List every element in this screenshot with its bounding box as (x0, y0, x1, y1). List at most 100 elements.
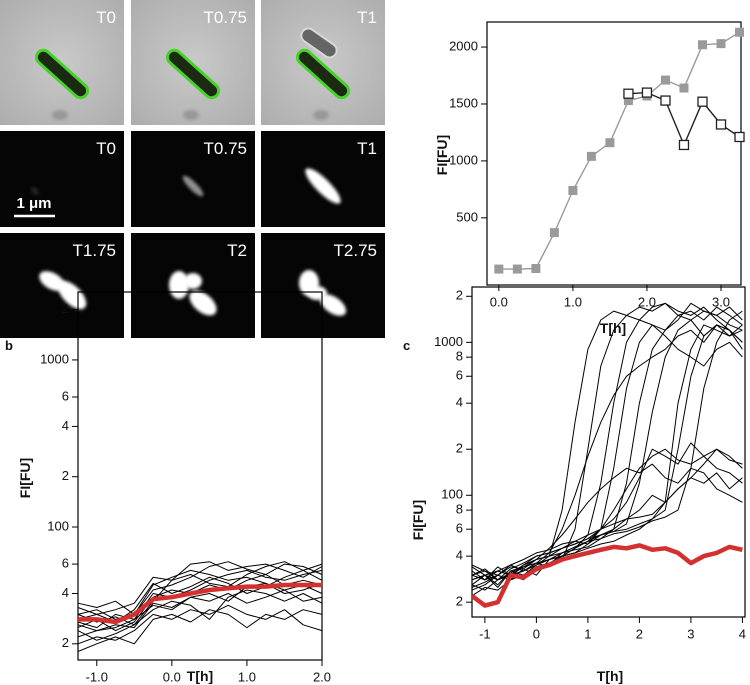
panel-label: c (403, 338, 410, 353)
series-line (471, 463, 743, 581)
data-point (568, 186, 578, 196)
series-line (77, 561, 323, 626)
series-line (470, 543, 743, 608)
micrograph: T1 (261, 131, 385, 227)
series-line (471, 324, 743, 581)
data-point (549, 228, 559, 238)
series-line (77, 561, 323, 615)
data-point (660, 95, 671, 106)
y-tick-label: 6 (456, 368, 463, 383)
scale-bar-label: 1 μm (16, 195, 51, 212)
micrograph: T2.75 (261, 233, 385, 338)
data-point (641, 87, 653, 98)
micrograph: T0 (0, 0, 124, 125)
data-point (735, 27, 745, 37)
micrograph-background (131, 131, 255, 227)
y-axis-title: FI[FU] (410, 500, 426, 540)
micrograph-background (261, 0, 385, 125)
time-label: T2.75 (334, 241, 377, 260)
y-tick-label: 6 (62, 556, 69, 571)
cell-outline (34, 48, 90, 100)
data-point (512, 264, 522, 274)
y-tick-label: 2 (62, 301, 69, 316)
data-point (531, 263, 541, 273)
y-tick-label: 100 (441, 487, 463, 502)
x-tick-label: 1.0 (238, 669, 256, 684)
series-line (77, 569, 323, 623)
series-line (77, 561, 323, 615)
y-tick-label: 100 (47, 518, 69, 533)
series-line (471, 314, 743, 581)
series-line (471, 324, 743, 581)
data-point (660, 75, 670, 85)
data-point (716, 39, 726, 49)
data-point (715, 119, 727, 130)
data-point (623, 88, 634, 99)
fluorescence (57, 280, 87, 310)
time-label: T0.75 (204, 8, 247, 27)
time-label: T1 (357, 8, 377, 27)
micrograph-background (0, 131, 124, 227)
micrograph: T0 (0, 131, 124, 227)
plot-frame (486, 21, 742, 286)
data-point (623, 96, 633, 106)
series-line (471, 448, 743, 581)
time-label: T0.75 (204, 139, 247, 158)
time-label: T2 (227, 241, 247, 260)
fluorescence (319, 294, 347, 316)
micrograph: T1.75 (0, 233, 124, 338)
x-tick-label: 0.0 (163, 669, 181, 684)
micrograph-background (131, 0, 255, 125)
y-tick-label: 4 (62, 585, 69, 600)
x-tick-label: 1.0 (564, 294, 582, 309)
x-tick-label: 2.0 (638, 294, 656, 309)
y-tick-label: 1000 (449, 152, 478, 167)
y-tick-label: 8 (456, 349, 463, 364)
y-tick-label: 4 (456, 548, 463, 563)
series-line (471, 442, 743, 586)
time-label: T0 (96, 8, 116, 27)
series-line (78, 582, 322, 625)
series-line (77, 582, 323, 632)
time-label: T1 (357, 139, 377, 158)
background-cell (52, 110, 68, 120)
x-axis-title: T[h] (187, 668, 213, 684)
y-tick-label: 1500 (449, 95, 478, 110)
micrograph: T0.75 (131, 0, 255, 125)
y-tick-label: 2 (456, 288, 463, 303)
background-cell (313, 110, 329, 120)
x-tick-label: 2 (636, 626, 643, 641)
fluorescence (189, 290, 217, 316)
y-axis-title: FI[FU] (434, 135, 450, 175)
fluorescence (182, 175, 204, 197)
y-tick-label: 500 (456, 209, 478, 224)
x-tick-label: 3 (687, 626, 694, 641)
y-tick-label: 8 (456, 502, 463, 517)
data-point (697, 96, 708, 107)
data-point (586, 151, 596, 161)
micrograph: T2 (131, 233, 255, 338)
y-tick-label: 2 (62, 635, 69, 650)
y-tick-label: 2 (456, 594, 463, 609)
x-axis-title: T[h] (597, 668, 623, 684)
time-label: T0 (96, 139, 116, 158)
series-line (77, 589, 323, 641)
x-tick-label: -1.0 (86, 669, 108, 684)
y-tick-label: 2000 (449, 38, 478, 53)
y-tick-label: 2 (62, 468, 69, 483)
x-tick-label: 4 (739, 626, 746, 641)
x-tick-label: 3.0 (712, 294, 730, 309)
series-line (471, 319, 743, 581)
fluorescence (184, 273, 202, 289)
x-tick-label: 0 (533, 626, 540, 641)
x-tick-label: 0.0 (490, 294, 508, 309)
y-tick-label: 1000 (434, 334, 463, 349)
plot-frame (77, 291, 323, 661)
y-tick-label: 6 (62, 388, 69, 403)
x-tick-label: -1 (479, 626, 491, 641)
y-tick-label: 4 (62, 418, 69, 433)
y-tick-label: 2 (456, 441, 463, 456)
y-tick-label: 6 (456, 521, 463, 536)
